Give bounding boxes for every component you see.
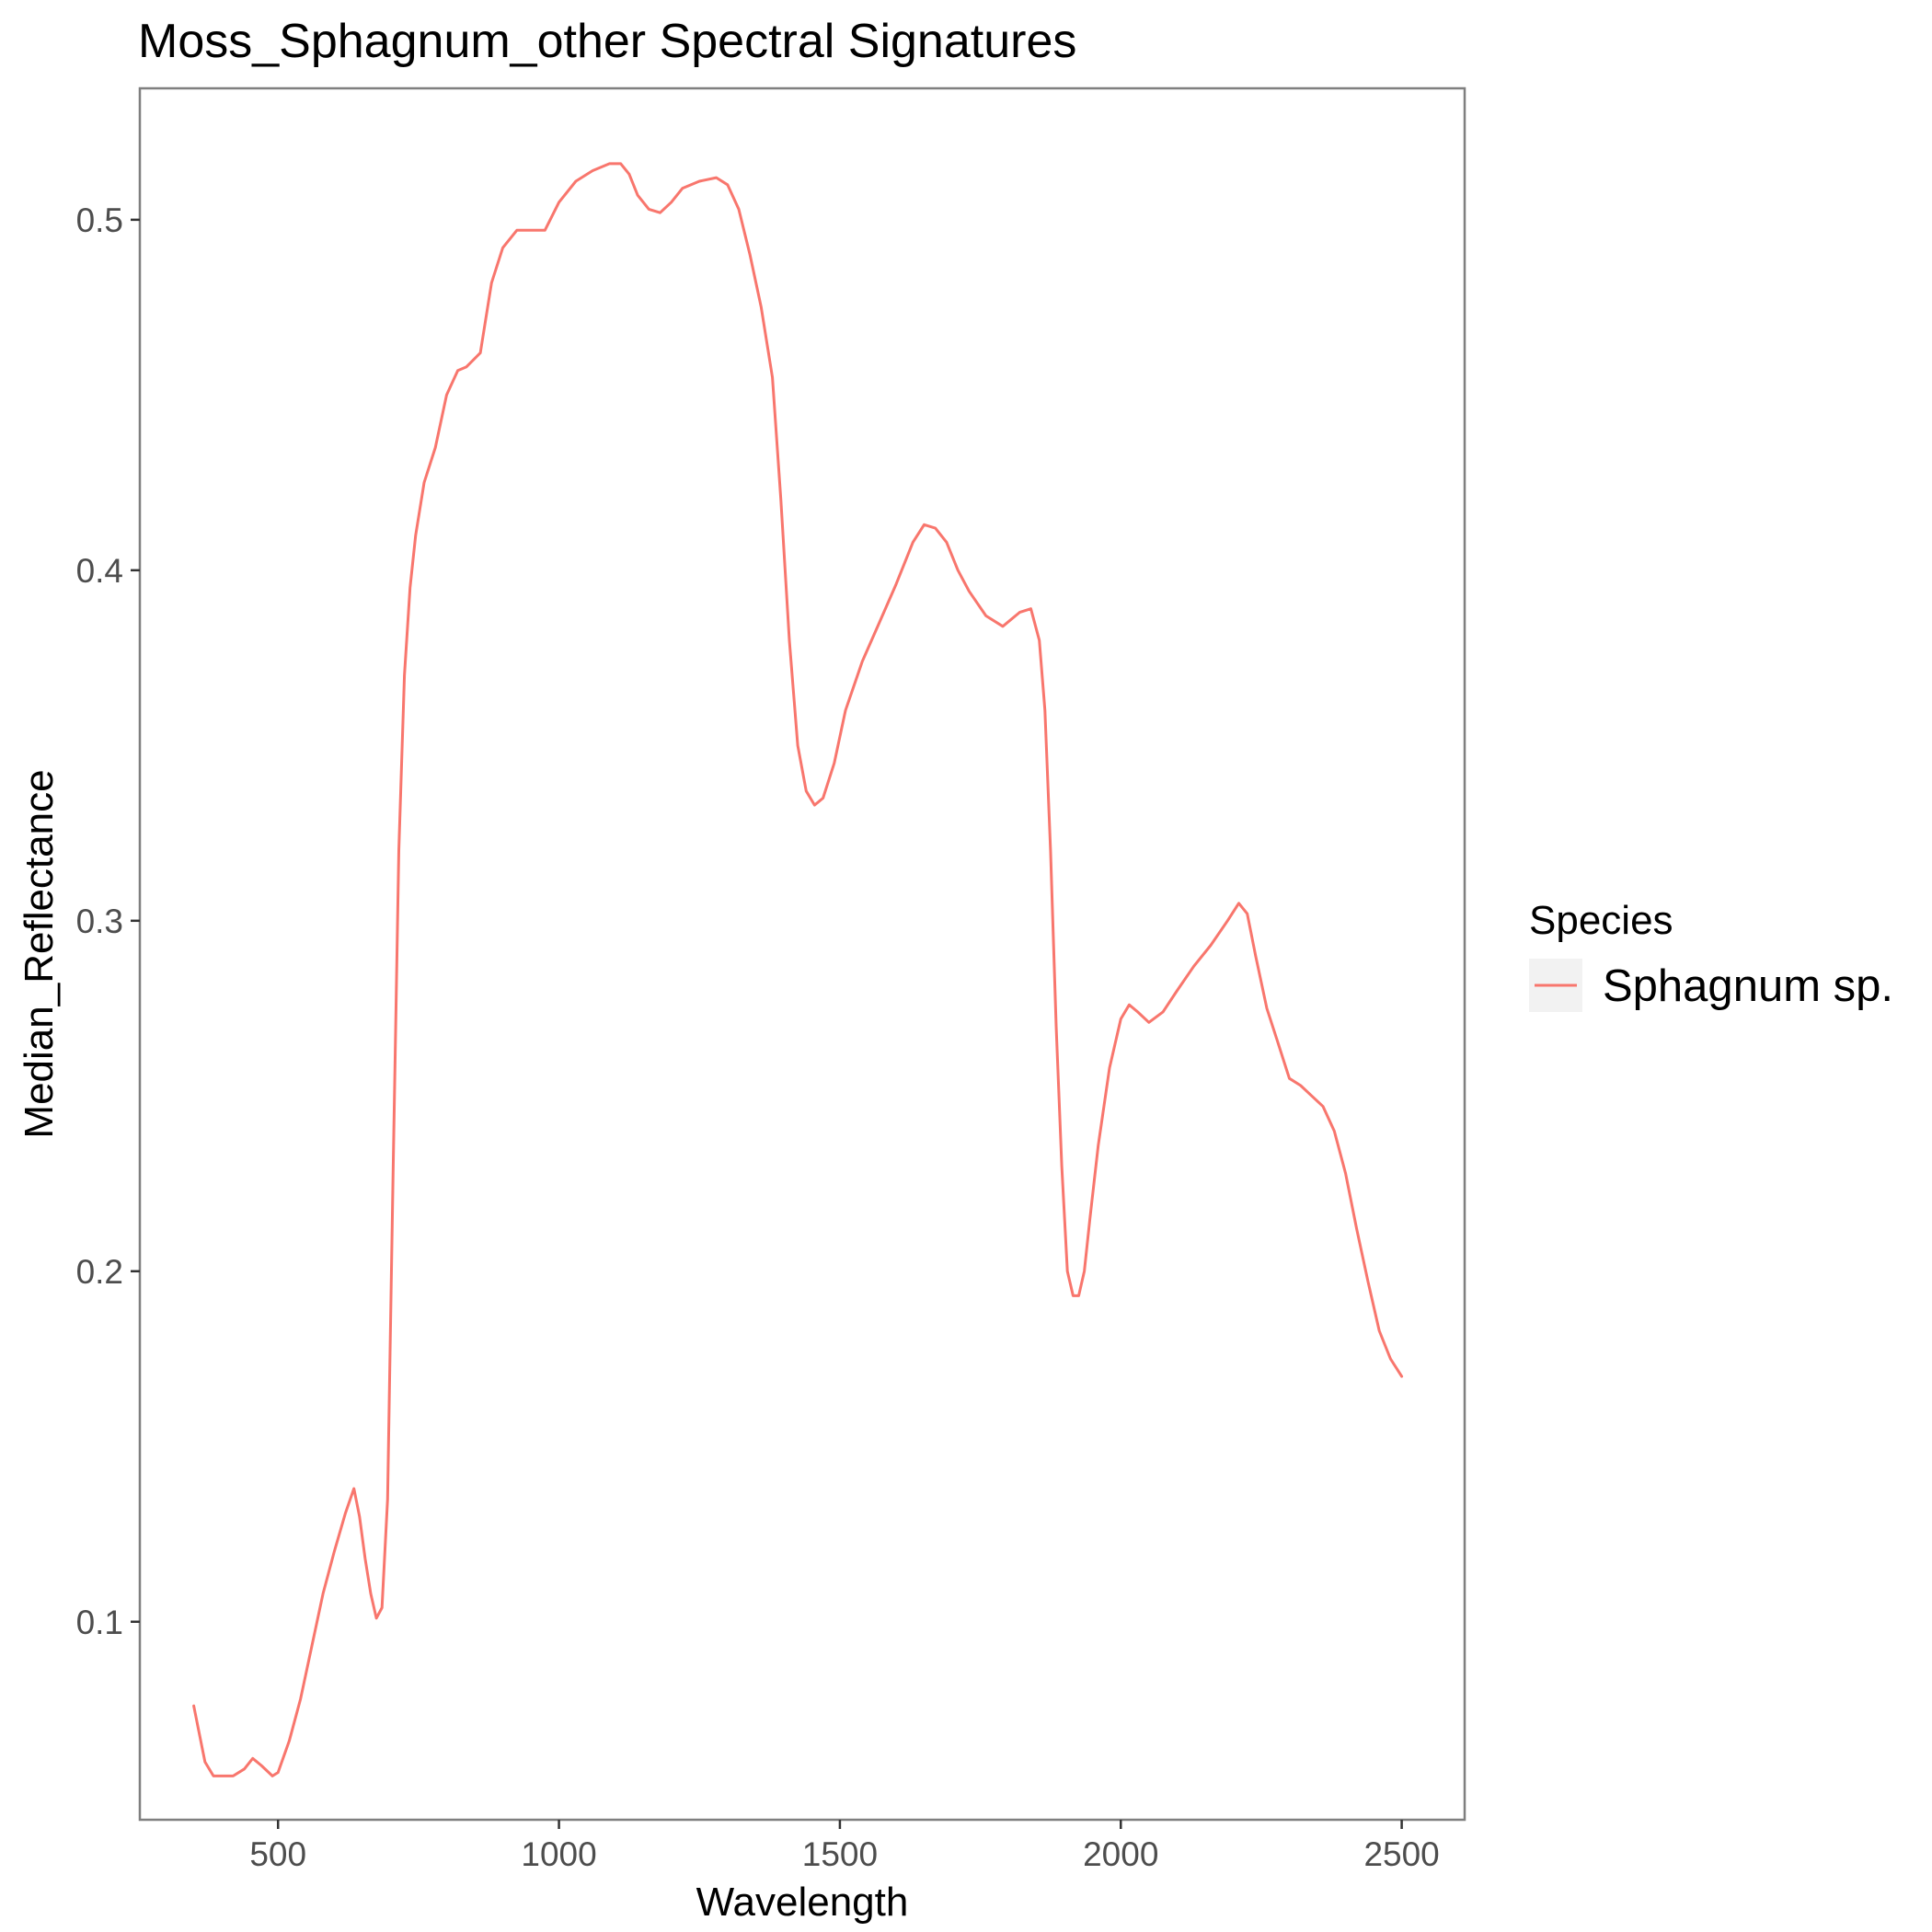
x-tick-label: 2500 bbox=[1363, 1835, 1439, 1873]
y-tick-label: 0.3 bbox=[76, 903, 123, 940]
chart-title: Moss_Sphagnum_other Spectral Signatures bbox=[138, 15, 1076, 68]
series-layer bbox=[192, 162, 1404, 1777]
y-tick-label: 0.5 bbox=[76, 201, 123, 239]
x-axis-title: Wavelength bbox=[696, 1880, 909, 1925]
legend: Species Sphagnum sp. bbox=[1529, 898, 1893, 1012]
x-tick-label: 500 bbox=[249, 1835, 306, 1873]
x-axis: 500 1000 1500 2000 2500 bbox=[249, 1820, 1440, 1873]
y-axis: 0.1 0.2 0.3 0.4 0.5 bbox=[76, 201, 140, 1641]
legend-title: Species bbox=[1529, 898, 1673, 943]
y-axis-title: Median_Reflectance bbox=[17, 769, 62, 1138]
x-tick-label: 2000 bbox=[1083, 1835, 1158, 1873]
y-tick-label: 0.1 bbox=[76, 1604, 123, 1641]
series-line-sphagnum bbox=[192, 162, 1404, 1777]
y-tick-label: 0.4 bbox=[76, 552, 123, 590]
y-tick-label: 0.2 bbox=[76, 1253, 123, 1291]
legend-label-sphagnum: Sphagnum sp. bbox=[1603, 961, 1893, 1011]
x-tick-label: 1000 bbox=[521, 1835, 596, 1873]
plot-panel bbox=[138, 86, 1466, 1822]
x-tick-label: 1500 bbox=[802, 1835, 878, 1873]
